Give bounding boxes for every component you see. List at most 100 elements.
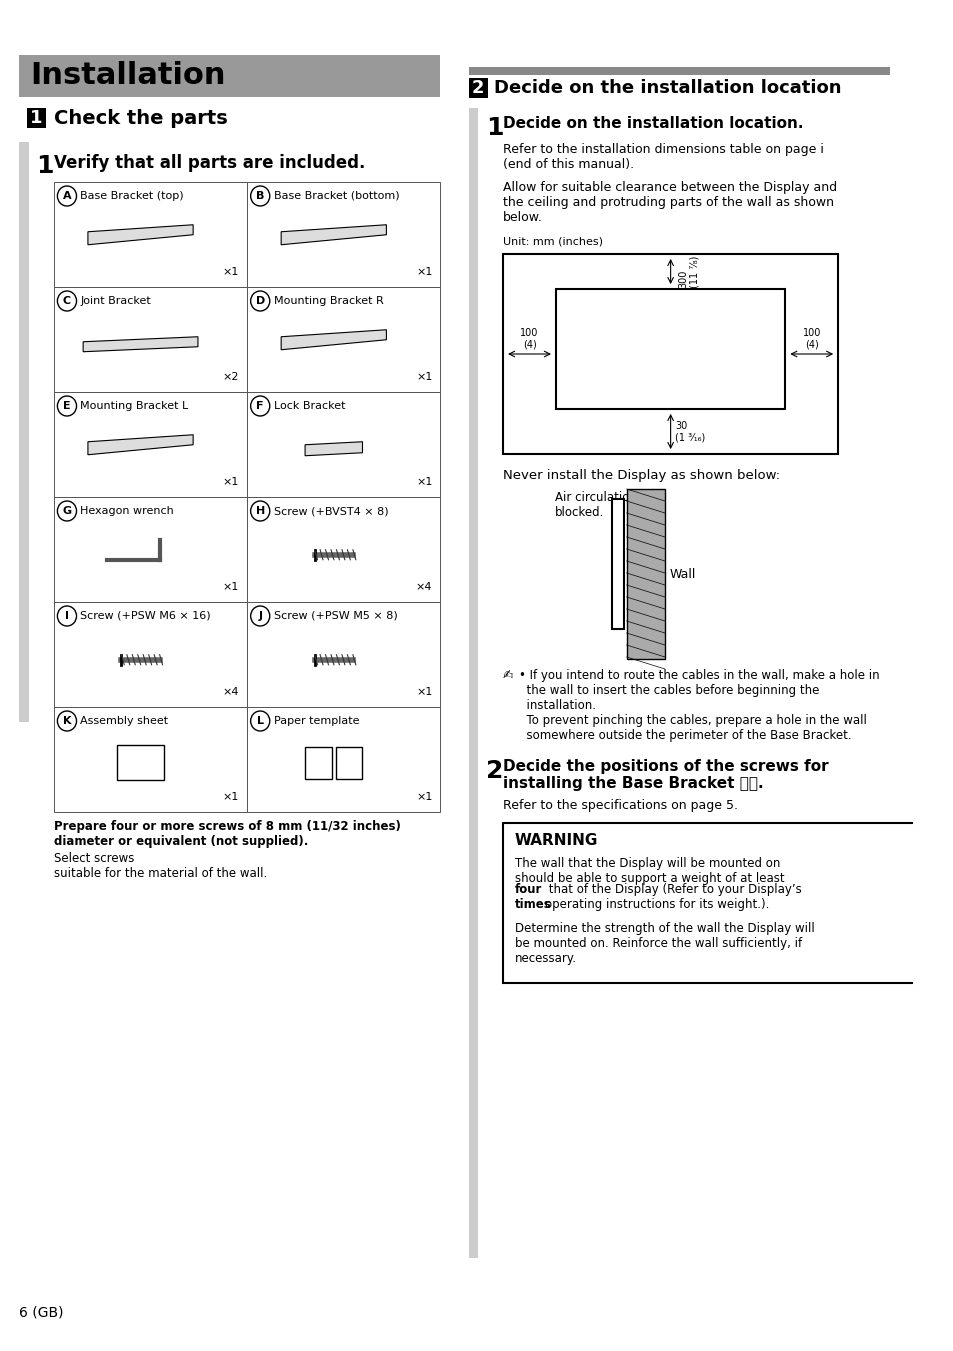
Text: ×4: ×4 <box>222 688 239 697</box>
Text: Hexagon wrench: Hexagon wrench <box>80 507 174 516</box>
Circle shape <box>251 186 270 205</box>
Text: Check the parts: Check the parts <box>53 108 227 127</box>
Text: 100
(4): 100 (4) <box>801 328 821 350</box>
Circle shape <box>251 711 270 731</box>
Text: H: H <box>255 507 265 516</box>
Text: WARNING: WARNING <box>515 834 598 848</box>
Text: K: K <box>63 716 71 725</box>
Polygon shape <box>281 224 386 245</box>
Text: A: A <box>63 190 71 201</box>
Text: L: L <box>256 716 263 725</box>
Text: Allow for suitable clearance between the Display and
the ceiling and protruding : Allow for suitable clearance between the… <box>502 181 837 224</box>
FancyBboxPatch shape <box>247 182 439 286</box>
Bar <box>612 499 623 630</box>
Bar <box>626 489 664 659</box>
Text: Assembly sheet: Assembly sheet <box>80 716 169 725</box>
Text: Wall: Wall <box>669 567 696 581</box>
Text: B: B <box>255 190 264 201</box>
Text: G: G <box>62 507 71 516</box>
Text: 300
(11 ⁷⁄₈): 300 (11 ⁷⁄₈) <box>678 255 700 288</box>
Text: Joint Bracket: Joint Bracket <box>80 296 151 305</box>
Text: F: F <box>256 401 264 411</box>
Text: 1: 1 <box>36 154 53 178</box>
Polygon shape <box>88 435 193 455</box>
FancyBboxPatch shape <box>468 78 487 99</box>
Text: ×1: ×1 <box>416 477 432 486</box>
Text: Determine the strength of the wall the Display will
be mounted on. Reinforce the: Determine the strength of the wall the D… <box>515 921 814 965</box>
Text: four
times: four times <box>515 884 551 911</box>
FancyBboxPatch shape <box>53 603 247 707</box>
Text: ×1: ×1 <box>416 267 432 277</box>
Text: 1: 1 <box>30 109 43 127</box>
Text: 2: 2 <box>485 759 503 784</box>
Polygon shape <box>305 442 362 455</box>
FancyBboxPatch shape <box>27 108 46 128</box>
Bar <box>116 744 164 780</box>
Text: ×1: ×1 <box>223 267 239 277</box>
FancyBboxPatch shape <box>247 286 439 392</box>
Text: Mounting Bracket R: Mounting Bracket R <box>274 296 383 305</box>
Text: Air circulation is
blocked.: Air circulation is blocked. <box>555 490 649 519</box>
Bar <box>556 289 784 409</box>
Text: D: D <box>255 296 265 305</box>
FancyBboxPatch shape <box>19 142 29 721</box>
Text: J: J <box>258 611 262 621</box>
Circle shape <box>57 711 76 731</box>
Text: Select screws
suitable for the material of the wall.: Select screws suitable for the material … <box>53 852 267 880</box>
Text: Base Bracket (top): Base Bracket (top) <box>80 190 184 201</box>
Text: 2: 2 <box>472 78 484 97</box>
Bar <box>502 823 914 984</box>
Circle shape <box>57 501 76 521</box>
Text: Decide on the installation location: Decide on the installation location <box>493 78 841 97</box>
Text: Screw (+PSW M5 × 8): Screw (+PSW M5 × 8) <box>274 611 397 621</box>
Text: Prepare four or more screws of 8 mm (11/32 inches)
diameter or equivalent (not s: Prepare four or more screws of 8 mm (11/… <box>53 820 400 848</box>
Text: 100
(4): 100 (4) <box>519 328 538 350</box>
Text: ×4: ×4 <box>416 582 432 592</box>
Circle shape <box>251 396 270 416</box>
Text: Lock Bracket: Lock Bracket <box>274 401 345 411</box>
Circle shape <box>251 290 270 311</box>
FancyBboxPatch shape <box>53 707 247 812</box>
Text: 30
(1 ³⁄₁₆): 30 (1 ³⁄₁₆) <box>675 420 705 442</box>
Text: C: C <box>63 296 71 305</box>
Text: Base Bracket (bottom): Base Bracket (bottom) <box>274 190 398 201</box>
Polygon shape <box>281 330 386 350</box>
Text: ×1: ×1 <box>223 582 239 592</box>
Circle shape <box>251 607 270 626</box>
FancyBboxPatch shape <box>53 286 247 392</box>
Text: ×1: ×1 <box>223 792 239 802</box>
Text: ×1: ×1 <box>416 372 432 382</box>
Text: Installation: Installation <box>30 62 226 91</box>
Text: Unit: mm (inches): Unit: mm (inches) <box>502 236 602 246</box>
FancyBboxPatch shape <box>247 603 439 707</box>
FancyBboxPatch shape <box>468 108 477 1258</box>
Text: 6 (GB): 6 (GB) <box>19 1306 64 1320</box>
Text: • If you intend to route the cables in the wall, make a hole in
  the wall to in: • If you intend to route the cables in t… <box>518 669 879 742</box>
Polygon shape <box>83 336 197 351</box>
FancyBboxPatch shape <box>247 392 439 497</box>
Circle shape <box>57 607 76 626</box>
Text: Refer to the specifications on page 5.: Refer to the specifications on page 5. <box>502 798 738 812</box>
Circle shape <box>57 290 76 311</box>
Circle shape <box>57 186 76 205</box>
Text: Decide the positions of the screws for
installing the Base Bracket ⒶⒷ.: Decide the positions of the screws for i… <box>502 759 828 792</box>
Bar <box>305 747 332 778</box>
Text: 1: 1 <box>485 116 503 141</box>
Bar <box>502 254 837 454</box>
Text: Never install the Display as shown below:: Never install the Display as shown below… <box>502 469 780 482</box>
Text: Decide on the installation location.: Decide on the installation location. <box>502 116 802 131</box>
Text: that of the Display (Refer to your Display’s
operating instructions for its weig: that of the Display (Refer to your Displ… <box>545 884 801 911</box>
FancyBboxPatch shape <box>468 68 889 76</box>
Text: Screw (+BVST4 × 8): Screw (+BVST4 × 8) <box>274 507 388 516</box>
Text: ×1: ×1 <box>416 792 432 802</box>
FancyBboxPatch shape <box>53 497 247 603</box>
Text: ×1: ×1 <box>416 688 432 697</box>
FancyBboxPatch shape <box>247 707 439 812</box>
FancyBboxPatch shape <box>247 497 439 603</box>
Text: ✍: ✍ <box>502 669 513 682</box>
Text: ×1: ×1 <box>223 477 239 486</box>
Bar <box>335 747 362 778</box>
Text: The wall that the Display will be mounted on
should be able to support a weight : The wall that the Display will be mounte… <box>515 857 787 885</box>
Circle shape <box>57 396 76 416</box>
Circle shape <box>251 501 270 521</box>
